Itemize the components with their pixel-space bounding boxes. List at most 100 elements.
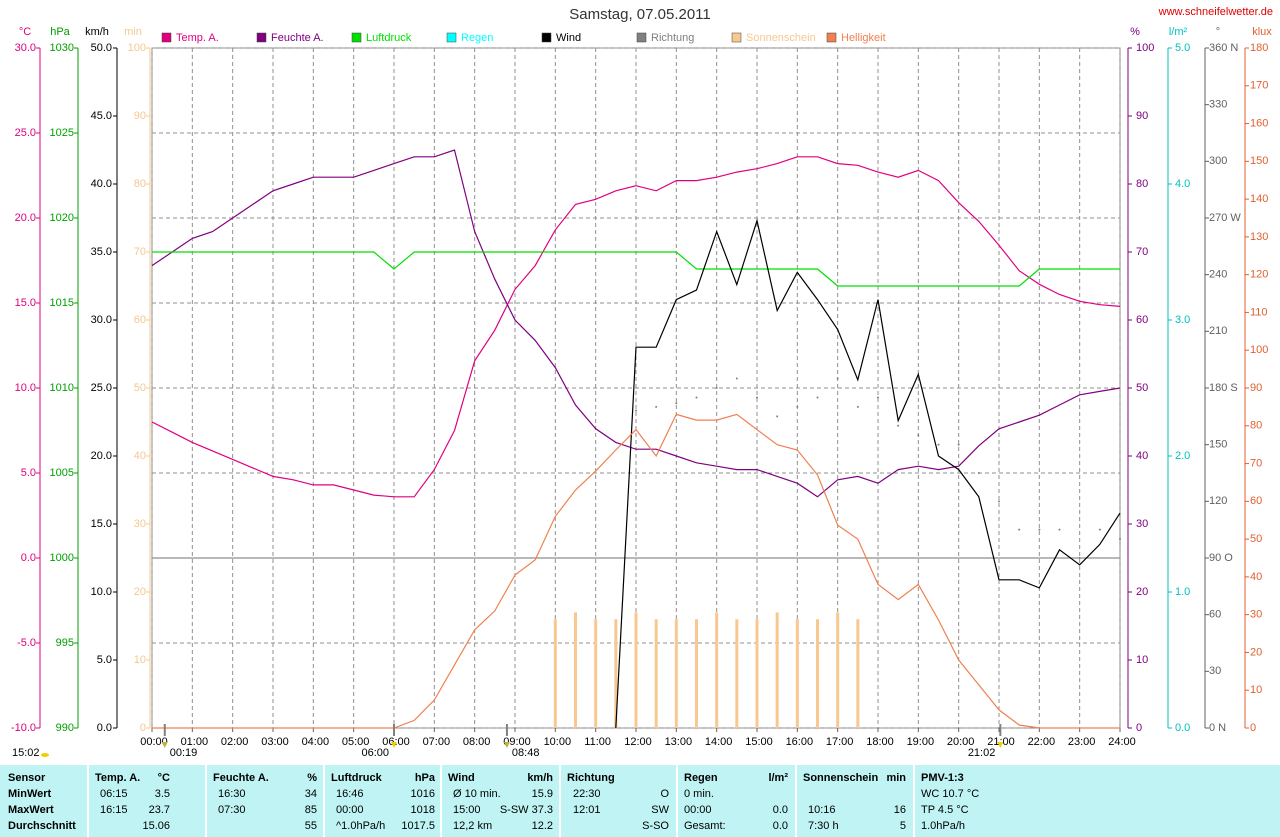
series-dot bbox=[655, 405, 658, 408]
cell-left: 06:15 bbox=[100, 788, 128, 800]
series-bar bbox=[674, 619, 678, 728]
series-dot bbox=[1078, 557, 1081, 559]
series-bar bbox=[654, 619, 658, 728]
y-tick-label: 0 N bbox=[1209, 722, 1226, 734]
cell-right: 3.5 bbox=[155, 788, 170, 800]
y-tick-label: 0 bbox=[140, 722, 146, 734]
y-tick-label: 130 bbox=[1250, 231, 1268, 243]
y-tick-label: 120 bbox=[1209, 495, 1227, 507]
series-line bbox=[151, 149, 1121, 498]
annotation-icon bbox=[391, 742, 397, 748]
cell-right: 55 bbox=[305, 820, 317, 832]
cell-right: 15.9 bbox=[532, 788, 553, 800]
y-tick-label: 1020 bbox=[50, 212, 74, 224]
group-unit: min bbox=[886, 772, 906, 784]
y-tick-label: 30 bbox=[1209, 665, 1221, 677]
y-tick-label: 70 bbox=[1136, 246, 1148, 258]
y-tick-label: 50.0 bbox=[91, 42, 112, 54]
y-tick-label: 0.0 bbox=[97, 722, 112, 734]
group-name: Regen bbox=[684, 772, 718, 784]
legend-label: Luftdruck bbox=[366, 32, 412, 44]
y-tick-label: 1005 bbox=[50, 467, 74, 479]
group-name: Luftdruck bbox=[331, 772, 383, 784]
x-tick-label: 23:00 bbox=[1068, 736, 1096, 748]
legend-swatch bbox=[636, 32, 647, 43]
group-unit: km/h bbox=[527, 772, 553, 784]
y-tick-label: 995 bbox=[56, 637, 74, 649]
y-tick-label: 20 bbox=[1136, 586, 1148, 598]
y-tick-label: 210 bbox=[1209, 325, 1227, 337]
cell-left: TP 4.5 °C bbox=[921, 804, 969, 816]
x-tick-label: 17:00 bbox=[826, 736, 854, 748]
y-tick-label: 1030 bbox=[50, 42, 74, 54]
y-tick-label: 180 S bbox=[1209, 382, 1238, 394]
y-axis-unit: ° bbox=[1216, 26, 1220, 38]
y-axis-unit: hPa bbox=[50, 26, 70, 38]
y-tick-label: 150 bbox=[1209, 439, 1227, 451]
x-tick-label: 06:00 bbox=[382, 736, 410, 748]
annotation-icon bbox=[161, 742, 168, 748]
y-tick-label: 90 bbox=[1250, 382, 1262, 394]
series-bar bbox=[634, 612, 638, 728]
y-tick-label: 90 bbox=[1136, 110, 1148, 122]
x-tick-label: 16:00 bbox=[786, 736, 814, 748]
cell-left: 15:00 bbox=[453, 804, 481, 816]
series-line bbox=[151, 156, 1121, 498]
y-tick-label: 30.0 bbox=[15, 42, 36, 54]
y-tick-label: 10 bbox=[1136, 654, 1148, 666]
y-tick-label: 10 bbox=[1250, 684, 1262, 696]
series-bar bbox=[735, 619, 739, 728]
cell-left: 16:46 bbox=[336, 788, 364, 800]
series-bar bbox=[594, 619, 598, 728]
x-tick-label: 10:00 bbox=[544, 736, 572, 748]
annotation-label: 21:02 bbox=[968, 747, 996, 759]
group-name: Sonnenschein bbox=[803, 772, 878, 784]
y-tick-label: 50 bbox=[1136, 382, 1148, 394]
cell-right: 1018 bbox=[411, 804, 435, 816]
table-background bbox=[0, 765, 1280, 837]
series-bar bbox=[553, 619, 557, 728]
annotation-label: 06:00 bbox=[361, 747, 389, 759]
cell-right: 5 bbox=[900, 820, 906, 832]
y-tick-label: 10.0 bbox=[15, 382, 36, 394]
series-bar bbox=[816, 619, 819, 728]
series-dot bbox=[1098, 528, 1101, 531]
series-dot bbox=[937, 443, 940, 446]
row-label: Durchschnitt bbox=[8, 820, 76, 832]
table-header: Sensor bbox=[8, 772, 46, 784]
legend-swatch bbox=[826, 32, 837, 43]
cell-right: S-SO bbox=[642, 820, 669, 832]
y-tick-label: 20.0 bbox=[91, 450, 112, 462]
y-tick-label: 80 bbox=[1136, 178, 1148, 190]
x-tick-label: 00:00 bbox=[140, 736, 168, 748]
cell-left: 12:01 bbox=[573, 804, 601, 816]
x-tick-label: 11:00 bbox=[584, 736, 611, 748]
cell-left: 22:30 bbox=[573, 788, 601, 800]
series-dot bbox=[776, 415, 779, 418]
x-tick-label: 08:00 bbox=[463, 736, 491, 748]
y-tick-label: 30 bbox=[134, 518, 146, 530]
cell-left: 1.0hPa/h bbox=[921, 820, 965, 832]
y-tick-label: 0.0 bbox=[1175, 722, 1190, 734]
y-tick-label: 5.0 bbox=[21, 467, 36, 479]
y-tick-label: 1015 bbox=[50, 297, 74, 309]
y-tick-label: 20 bbox=[134, 586, 146, 598]
y-tick-label: 160 bbox=[1250, 117, 1268, 129]
x-tick-label: 09:00 bbox=[503, 736, 531, 748]
series-dot bbox=[675, 402, 678, 405]
x-tick-label: 21:00 bbox=[987, 736, 1015, 748]
y-tick-label: 60 bbox=[134, 314, 146, 326]
series-dot bbox=[635, 409, 637, 412]
y-tick-label: 180 bbox=[1250, 42, 1268, 54]
y-tick-label: 30.0 bbox=[91, 314, 112, 326]
group-name: Richtung bbox=[567, 772, 615, 784]
y-tick-label: 100 bbox=[1136, 42, 1154, 54]
legend-label: Feuchte A. bbox=[271, 32, 324, 44]
cell-left: 16:15 bbox=[100, 804, 128, 816]
legend-label: Richtung bbox=[651, 32, 694, 44]
y-axis-unit: °C bbox=[19, 26, 31, 38]
y-tick-label: 120 bbox=[1250, 269, 1268, 281]
cell-right: 0.0 bbox=[773, 804, 788, 816]
x-tick-label: 05:00 bbox=[342, 736, 370, 748]
series-dot bbox=[735, 377, 738, 380]
